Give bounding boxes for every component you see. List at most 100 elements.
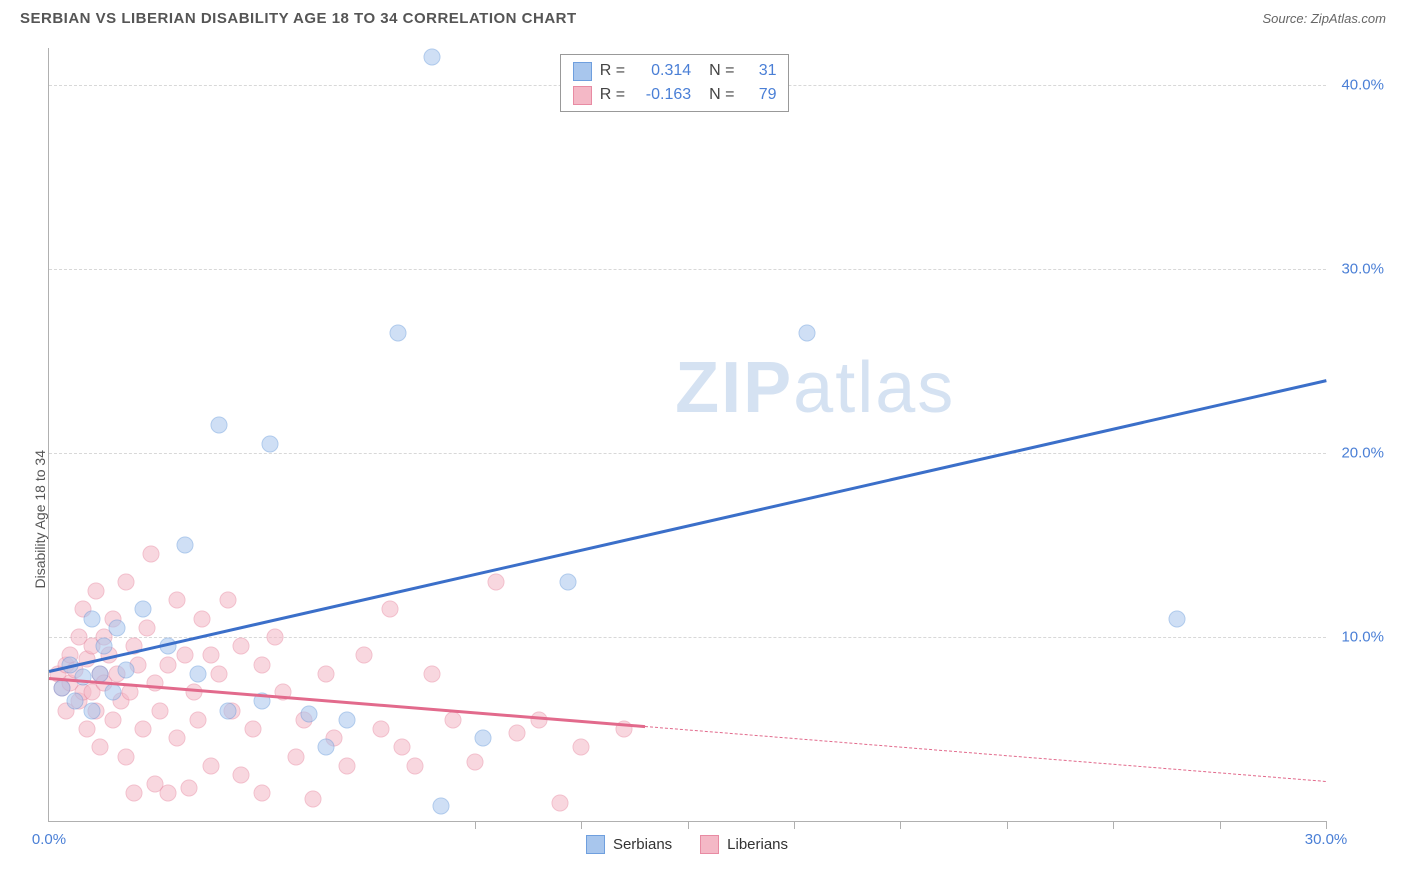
plot-area: ZIPatlas 10.0%20.0%30.0%40.0%0.0%30.0%R … <box>48 48 1326 822</box>
x-tick-mark <box>1220 821 1221 829</box>
data-point <box>202 757 219 774</box>
data-point <box>160 656 177 673</box>
legend-swatch <box>573 86 592 105</box>
y-tick-label: 40.0% <box>1341 76 1384 93</box>
x-tick-mark <box>900 821 901 829</box>
r-label: R = <box>600 83 625 107</box>
data-point <box>134 601 151 618</box>
chart-area: Disability Age 18 to 34 ZIPatlas 10.0%20… <box>48 48 1386 852</box>
data-point <box>394 739 411 756</box>
y-tick-label: 30.0% <box>1341 260 1384 277</box>
data-point <box>253 785 270 802</box>
r-label: R = <box>600 59 625 83</box>
correlation-legend: R =0.314N =31R =-0.163N =79 <box>560 54 790 112</box>
data-point <box>1169 610 1186 627</box>
n-value: 31 <box>742 59 776 83</box>
data-point <box>160 785 177 802</box>
source-prefix: Source: <box>1262 11 1310 26</box>
data-point <box>219 702 236 719</box>
x-tick-mark <box>475 821 476 829</box>
data-point <box>117 573 134 590</box>
x-tick-mark <box>688 821 689 829</box>
data-point <box>117 748 134 765</box>
data-point <box>381 601 398 618</box>
data-point <box>232 638 249 655</box>
data-point <box>151 702 168 719</box>
data-point <box>83 610 100 627</box>
data-point <box>338 757 355 774</box>
data-point <box>92 739 109 756</box>
data-point <box>143 546 160 563</box>
data-point <box>262 435 279 452</box>
n-label: N = <box>709 83 734 107</box>
data-point <box>317 739 334 756</box>
source-label: Source: ZipAtlas.com <box>1262 11 1386 26</box>
legend-label: Liberians <box>727 836 788 853</box>
data-point <box>134 720 151 737</box>
y-tick-label: 20.0% <box>1341 444 1384 461</box>
watermark-rest: atlas <box>793 348 955 428</box>
data-point <box>177 647 194 664</box>
data-point <box>189 665 206 682</box>
watermark-zip: ZIP <box>675 348 793 428</box>
data-point <box>287 748 304 765</box>
data-point <box>560 573 577 590</box>
legend-swatch <box>586 835 605 854</box>
data-point <box>104 711 121 728</box>
n-label: N = <box>709 59 734 83</box>
y-tick-label: 10.0% <box>1341 628 1384 645</box>
data-point <box>117 662 134 679</box>
data-point <box>202 647 219 664</box>
legend-label: Serbians <box>613 836 672 853</box>
data-point <box>407 757 424 774</box>
data-point <box>338 711 355 728</box>
data-point <box>138 619 155 636</box>
legend-swatch <box>700 835 719 854</box>
data-point <box>87 582 104 599</box>
gridline <box>49 453 1326 454</box>
chart-title: SERBIAN VS LIBERIAN DISABILITY AGE 18 TO… <box>20 10 577 27</box>
data-point <box>189 711 206 728</box>
data-point <box>168 592 185 609</box>
r-value: -0.163 <box>633 83 691 107</box>
data-point <box>475 730 492 747</box>
data-point <box>373 720 390 737</box>
correlation-row: R = -0.163 N = 79 <box>573 83 777 107</box>
data-point <box>232 766 249 783</box>
data-point <box>185 684 202 701</box>
data-point <box>104 684 121 701</box>
data-point <box>96 638 113 655</box>
data-point <box>194 610 211 627</box>
data-point <box>487 573 504 590</box>
data-point <box>530 711 547 728</box>
data-point <box>445 711 462 728</box>
data-point <box>79 720 96 737</box>
data-point <box>266 628 283 645</box>
trend-line <box>645 726 1326 782</box>
data-point <box>253 656 270 673</box>
data-point <box>219 592 236 609</box>
data-point <box>573 739 590 756</box>
data-point <box>304 790 321 807</box>
data-point <box>75 669 92 686</box>
data-point <box>177 536 194 553</box>
x-tick-mark <box>1326 821 1327 829</box>
watermark: ZIPatlas <box>675 347 955 429</box>
x-tick-mark <box>581 821 582 829</box>
data-point <box>466 754 483 771</box>
n-value: 79 <box>742 83 776 107</box>
legend-swatch <box>573 62 592 81</box>
data-point <box>126 785 143 802</box>
trend-line <box>49 379 1327 672</box>
x-tick-mark <box>1113 821 1114 829</box>
data-point <box>509 724 526 741</box>
legend-item: Serbians <box>586 835 672 854</box>
y-axis-label: Disability Age 18 to 34 <box>32 450 48 589</box>
data-point <box>355 647 372 664</box>
legend-item: Liberians <box>700 835 788 854</box>
data-point <box>551 794 568 811</box>
data-point <box>66 693 83 710</box>
x-tick-mark <box>794 821 795 829</box>
gridline <box>49 269 1326 270</box>
data-point <box>798 325 815 342</box>
